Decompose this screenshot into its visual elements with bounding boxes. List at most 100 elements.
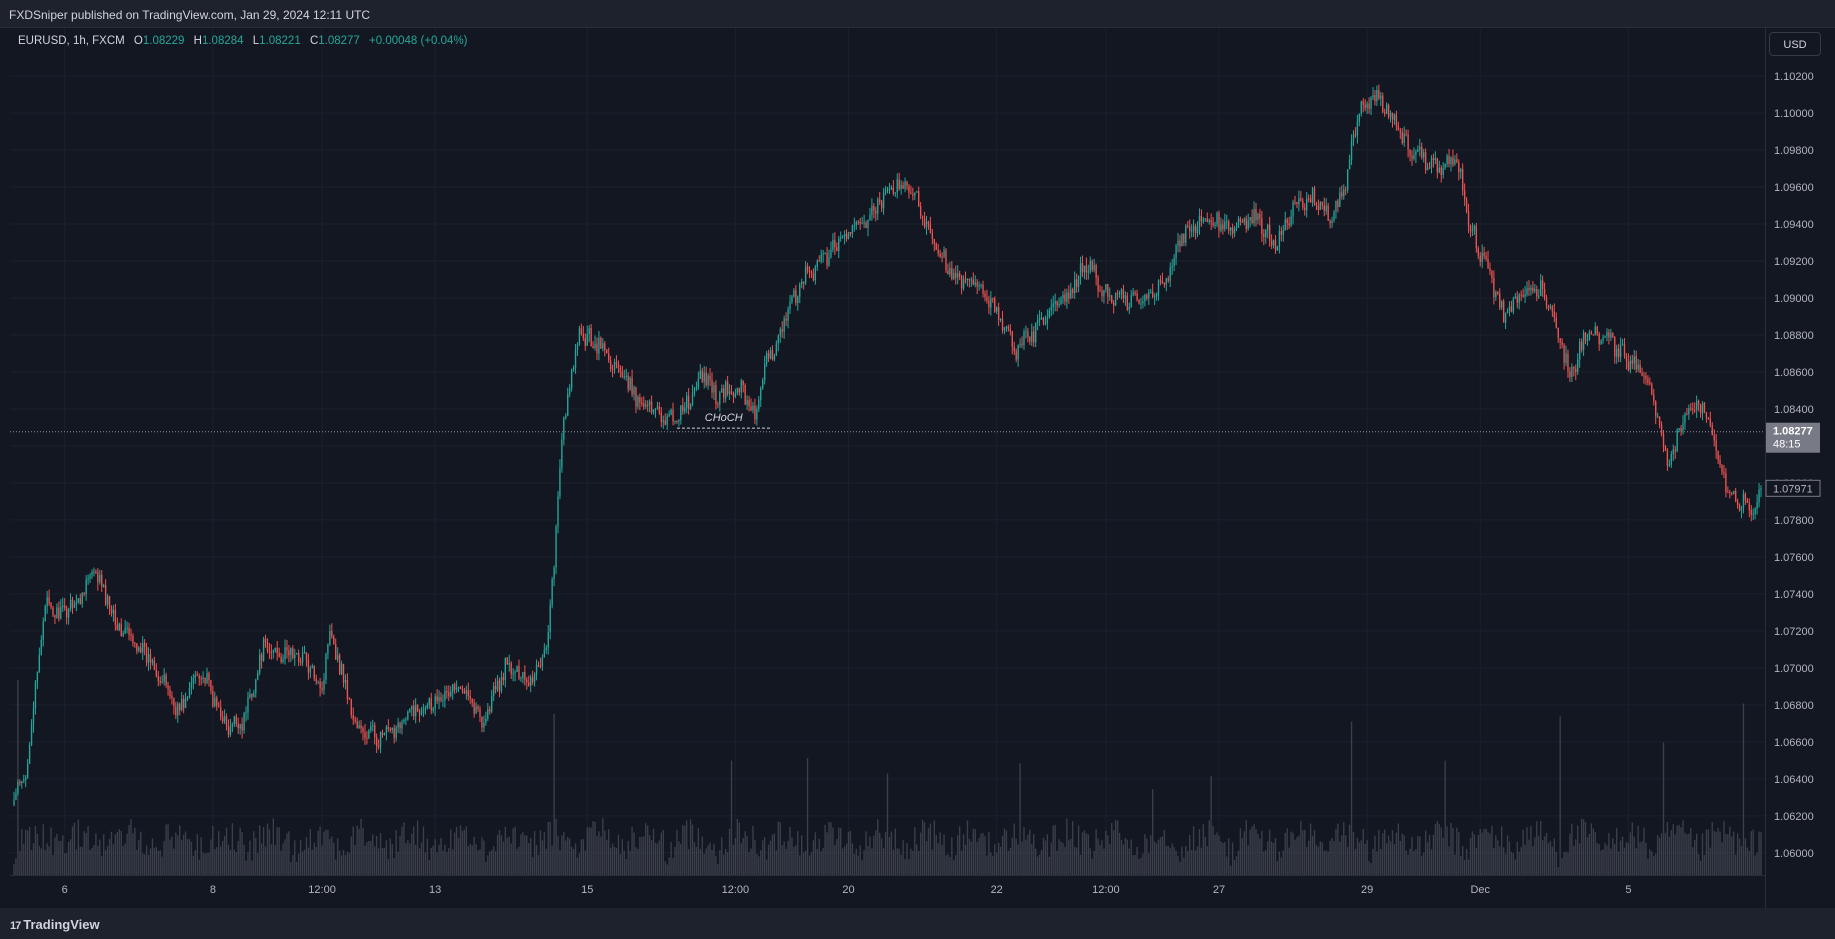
candle-body [697, 378, 700, 388]
volume-bar [1296, 837, 1298, 875]
volume-bar [1222, 842, 1224, 875]
volume-bar [1031, 843, 1033, 875]
volume-bar [104, 850, 107, 875]
volume-bar [1044, 840, 1047, 875]
volume-bar [799, 855, 801, 875]
price-tick-label: 1.09000 [1774, 293, 1814, 305]
volume-bar [136, 849, 138, 875]
candle-body [175, 706, 177, 716]
candle-body [590, 328, 592, 347]
candle-body [452, 684, 454, 692]
volume-bar [204, 853, 206, 875]
volume-bar [1120, 839, 1123, 875]
volume-bar [767, 844, 770, 875]
candle-body [826, 253, 828, 266]
volume-bar [210, 839, 212, 875]
candle-body [996, 307, 998, 312]
volume-bar [1048, 856, 1051, 875]
volume-bar [769, 840, 772, 875]
candle-body [851, 225, 854, 234]
candle-body [471, 698, 473, 704]
volume-bar [656, 843, 659, 875]
volume-bar [882, 848, 885, 875]
candle-body [717, 403, 719, 405]
volume-bar [1625, 842, 1628, 875]
candle-body [559, 467, 561, 497]
candle-body [1534, 289, 1536, 292]
volume-bar [1183, 857, 1185, 875]
candle-body [1286, 219, 1288, 224]
volume-bar [1112, 830, 1115, 875]
volume-bar [1502, 847, 1505, 875]
volume-bar [541, 840, 544, 875]
candle-body [635, 387, 637, 407]
volume-bar [1639, 842, 1641, 875]
candle-body [206, 673, 208, 684]
volume-bar [494, 851, 497, 875]
volume-bar [953, 859, 955, 875]
volume-bar [391, 844, 393, 875]
volume-bar [103, 834, 105, 875]
price-axis[interactable]: 1.102001.100001.098001.096001.094001.092… [1765, 28, 1835, 908]
candle-body [631, 377, 633, 395]
currency-button[interactable]: USD [1769, 32, 1821, 56]
volume-bar [806, 758, 809, 875]
volume-bar [60, 840, 62, 875]
volume-bar [321, 845, 323, 875]
candle-body [210, 680, 212, 691]
chart-area[interactable]: CHoCH 1.102001.100001.098001.096001.0940… [10, 28, 1835, 908]
volume-bar [188, 838, 191, 875]
candle-body [297, 652, 300, 663]
candle-body [128, 627, 130, 635]
candle-body [1259, 214, 1261, 219]
volume-bar [1257, 833, 1259, 875]
volume-bar [512, 828, 514, 875]
candle-body [1423, 152, 1425, 158]
candle-body [303, 652, 306, 654]
candle-body [1372, 94, 1374, 98]
volume-bar [914, 827, 916, 875]
candle-body [703, 372, 705, 382]
candle-body [1426, 167, 1429, 171]
volume-bar [1619, 840, 1622, 875]
candle-body [933, 238, 935, 244]
candle-body [1079, 263, 1082, 277]
volume-bar [531, 857, 534, 875]
candle-body [81, 592, 83, 605]
candle-body [317, 681, 319, 683]
volume-bar [1368, 861, 1370, 875]
volume-bar [368, 840, 370, 875]
candle-body [1731, 492, 1733, 494]
time-axis[interactable]: 6 8 12:00 13 15 12:00 20 22 12:00 27 29 Dec 5 [10, 875, 1765, 897]
candle-body [880, 201, 883, 209]
candle-body [219, 707, 222, 717]
candle-body [1592, 334, 1595, 336]
volume-bar [1512, 853, 1515, 875]
volume-bar [1003, 828, 1006, 875]
volume-bar [740, 843, 742, 875]
candle-body [134, 642, 136, 644]
volume-bar [1399, 840, 1401, 875]
volume-bar [19, 851, 21, 875]
candle-body [646, 404, 649, 406]
volume-bar [845, 843, 848, 875]
candle-body [1280, 231, 1283, 235]
symbol-name[interactable]: EURUSD, 1h, FXCM [18, 35, 125, 47]
candle-body [145, 646, 148, 663]
volume-bar [1454, 854, 1456, 875]
volume-bar [919, 832, 922, 875]
volume-bar [225, 827, 228, 875]
tradingview-logo[interactable]: 17 TradingView [10, 917, 100, 932]
candle-body [785, 318, 787, 321]
volume-bar [520, 834, 522, 875]
volume-bar [1339, 841, 1341, 875]
volume-bar [260, 843, 263, 875]
volume-bar [999, 846, 1002, 875]
candle-body [569, 388, 571, 395]
candle-body [64, 605, 66, 609]
candle-body [1713, 435, 1715, 441]
candle-body [1095, 265, 1097, 278]
volume-bar [319, 826, 321, 875]
volume-bar [1748, 851, 1750, 875]
volume-bar [1736, 833, 1739, 875]
